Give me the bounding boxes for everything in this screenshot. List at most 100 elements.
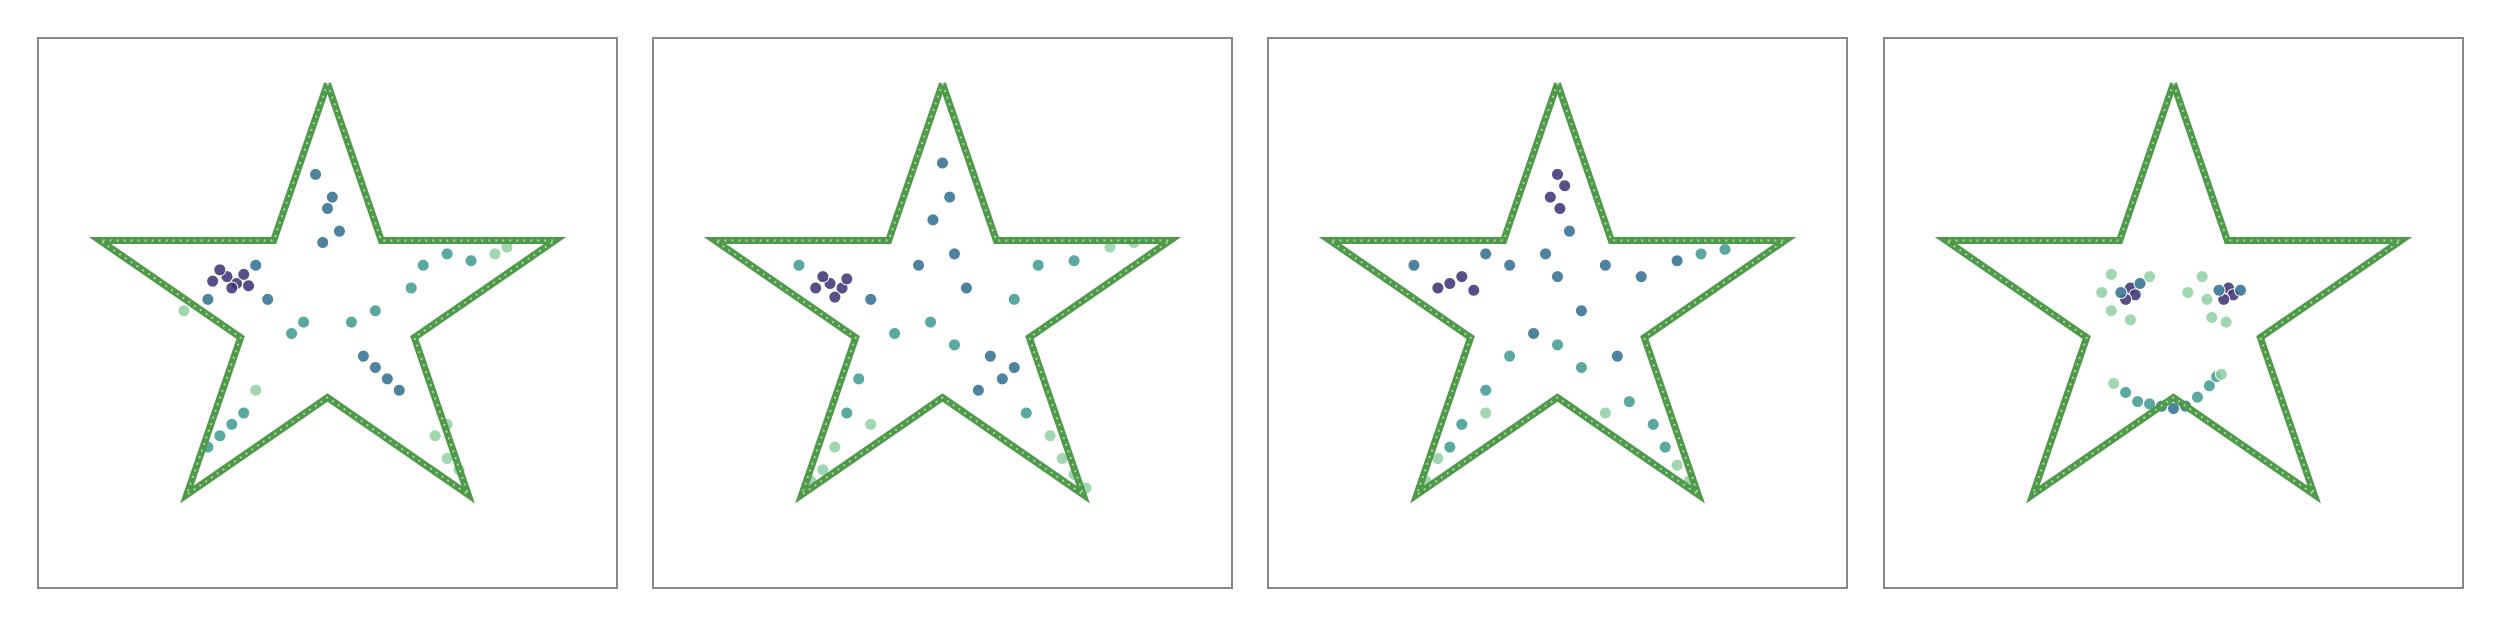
point bbox=[828, 440, 842, 454]
point bbox=[943, 190, 957, 204]
point bbox=[2119, 386, 2133, 400]
point bbox=[2104, 267, 2118, 281]
panel bbox=[1883, 37, 2464, 589]
panel-frame bbox=[1883, 37, 2464, 589]
point bbox=[440, 247, 454, 261]
point bbox=[428, 429, 442, 443]
point bbox=[816, 270, 830, 284]
point bbox=[316, 236, 330, 250]
point bbox=[2200, 292, 2214, 306]
point bbox=[1658, 440, 1672, 454]
point bbox=[1670, 458, 1684, 472]
point bbox=[864, 292, 878, 306]
point bbox=[1718, 242, 1732, 256]
point bbox=[1479, 383, 1493, 397]
point bbox=[201, 292, 215, 306]
point bbox=[924, 315, 938, 329]
point bbox=[2104, 304, 2118, 318]
point bbox=[325, 190, 339, 204]
point bbox=[912, 258, 926, 272]
point bbox=[332, 224, 346, 238]
point bbox=[225, 417, 239, 431]
point bbox=[1574, 304, 1588, 318]
point bbox=[1539, 247, 1553, 261]
point bbox=[983, 349, 997, 363]
point bbox=[840, 272, 854, 286]
point bbox=[1646, 417, 1660, 431]
point bbox=[2205, 311, 2219, 325]
point bbox=[344, 315, 358, 329]
point bbox=[237, 406, 251, 420]
point bbox=[1479, 247, 1493, 261]
point bbox=[852, 372, 866, 386]
point bbox=[242, 279, 256, 293]
panel-frame bbox=[652, 37, 1233, 589]
point bbox=[959, 281, 973, 295]
point bbox=[368, 361, 382, 375]
point bbox=[1551, 338, 1564, 352]
point bbox=[1043, 429, 1057, 443]
point bbox=[177, 304, 191, 318]
point bbox=[1543, 190, 1557, 204]
point bbox=[2107, 376, 2121, 390]
point bbox=[1598, 258, 1612, 272]
star-outline-dots bbox=[1326, 83, 1789, 498]
point bbox=[297, 315, 311, 329]
panel-frame bbox=[37, 37, 618, 589]
point bbox=[792, 258, 806, 272]
point bbox=[1007, 361, 1021, 375]
point bbox=[1407, 258, 1421, 272]
point bbox=[1622, 395, 1636, 409]
point bbox=[1634, 270, 1648, 284]
star-outline-dots bbox=[96, 83, 559, 498]
point bbox=[392, 383, 406, 397]
point bbox=[1455, 417, 1469, 431]
point bbox=[249, 383, 263, 397]
point bbox=[936, 156, 949, 170]
point bbox=[1551, 270, 1564, 284]
point bbox=[1598, 406, 1612, 420]
point bbox=[464, 254, 478, 268]
point bbox=[1553, 201, 1567, 215]
point bbox=[971, 383, 985, 397]
point bbox=[1431, 281, 1445, 295]
point bbox=[1479, 406, 1493, 420]
point bbox=[1455, 270, 1469, 284]
panel-frame bbox=[1267, 37, 1848, 589]
star-outline-dots bbox=[1942, 83, 2405, 498]
point bbox=[488, 247, 502, 261]
point bbox=[1443, 440, 1457, 454]
point bbox=[809, 281, 823, 295]
point bbox=[2190, 390, 2204, 404]
point bbox=[2114, 286, 2128, 300]
point bbox=[864, 417, 878, 431]
point bbox=[2143, 270, 2157, 284]
point bbox=[947, 247, 961, 261]
point bbox=[1019, 406, 1033, 420]
point bbox=[1503, 349, 1517, 363]
point bbox=[1551, 167, 1564, 181]
point bbox=[368, 304, 382, 318]
point bbox=[2131, 395, 2145, 409]
point bbox=[404, 281, 418, 295]
point bbox=[2181, 286, 2195, 300]
point bbox=[1467, 283, 1481, 297]
point bbox=[840, 406, 854, 420]
point bbox=[237, 267, 251, 281]
point bbox=[285, 326, 299, 340]
point bbox=[321, 201, 334, 215]
point bbox=[2202, 379, 2216, 393]
point bbox=[1443, 276, 1457, 290]
point bbox=[225, 281, 239, 295]
point bbox=[1574, 361, 1588, 375]
point bbox=[1031, 258, 1045, 272]
point bbox=[1562, 224, 1576, 238]
point bbox=[2212, 283, 2226, 297]
point bbox=[2195, 270, 2209, 284]
point bbox=[356, 349, 370, 363]
point bbox=[1503, 258, 1517, 272]
point bbox=[1067, 254, 1081, 268]
point bbox=[888, 326, 902, 340]
point bbox=[2095, 286, 2109, 300]
